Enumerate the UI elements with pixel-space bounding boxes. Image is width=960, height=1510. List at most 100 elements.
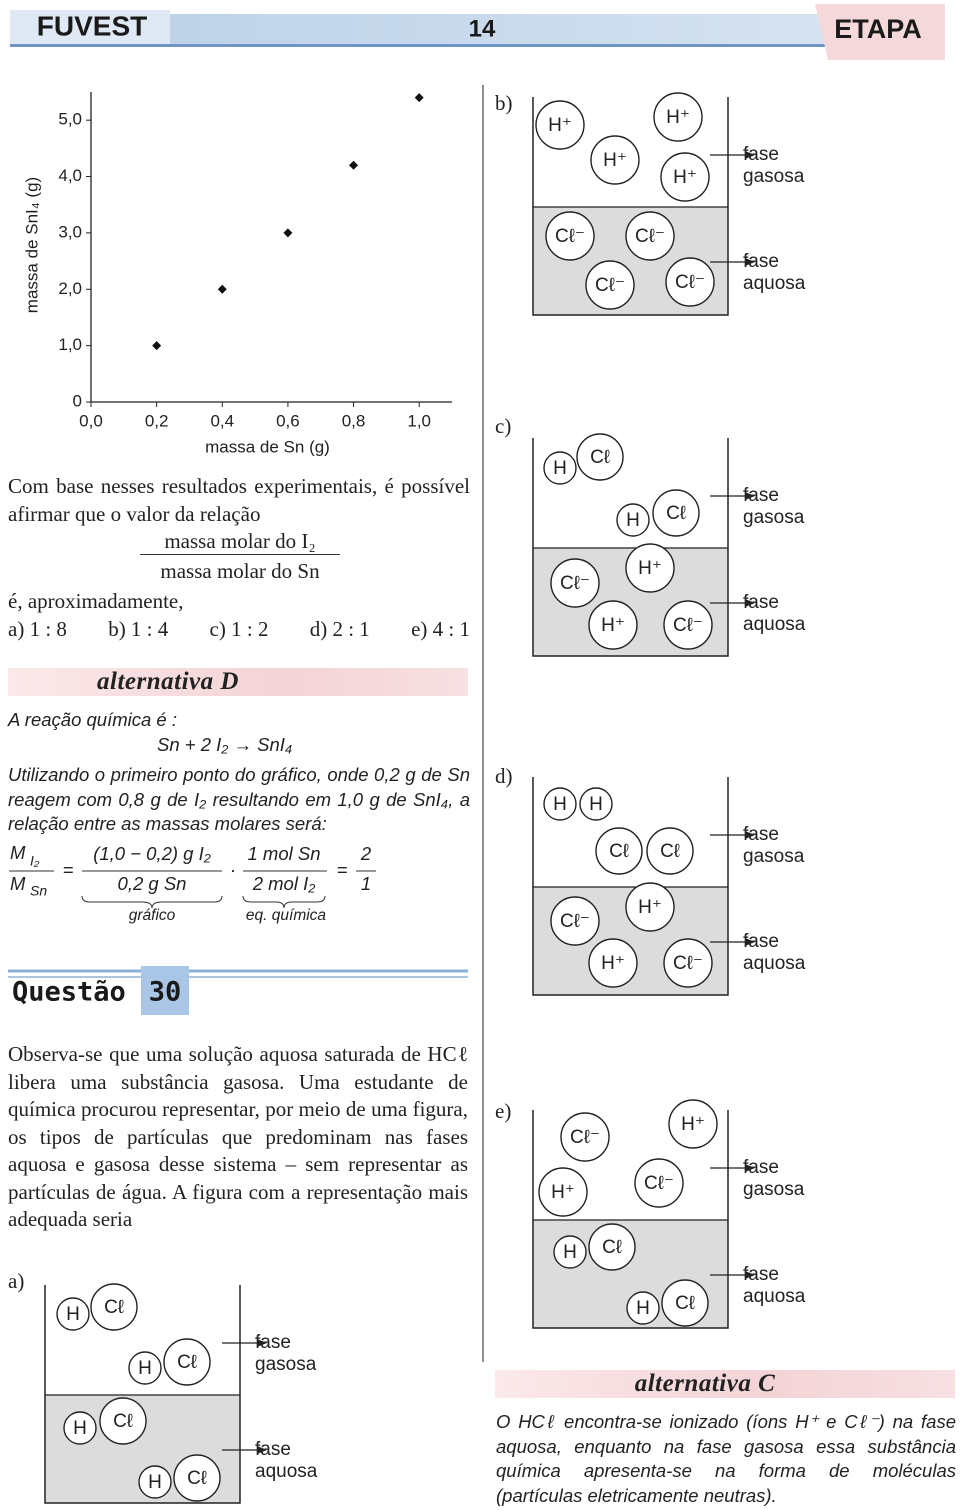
particle-label: H⁺ — [548, 115, 572, 136]
fraction-denominator: massa molar do Sn — [160, 559, 320, 583]
phase-label: fase gasosa — [743, 824, 805, 867]
dot: · — [230, 859, 236, 880]
header-right-tab — [815, 4, 945, 60]
beaker — [532, 1110, 729, 1329]
particle-label: Cℓ — [104, 1297, 124, 1318]
fraction-numerator: 1 mol Sn — [247, 843, 320, 864]
option: a) 1 : 8 — [8, 617, 67, 641]
particle — [128, 1351, 162, 1385]
particle — [616, 503, 650, 537]
beaker — [532, 97, 729, 316]
fraction-denominator: 2 mol I₂ — [252, 873, 316, 894]
header-left-box — [10, 10, 170, 44]
arrowhead — [745, 151, 755, 159]
particle-label: Cℓ — [113, 1411, 133, 1432]
y-tick-label: 3,0 — [58, 222, 82, 241]
option: d) 2 : 1 — [309, 617, 370, 641]
particle-label: H — [589, 794, 603, 815]
particle — [625, 211, 675, 261]
particle-label: Cℓ⁻ — [560, 573, 590, 594]
particle — [163, 1338, 211, 1386]
particle — [173, 1454, 221, 1502]
arrowhead — [745, 492, 755, 500]
particle-label: Cℓ⁻ — [673, 615, 703, 636]
option: c) 1 : 2 — [209, 617, 269, 641]
option-label: d) — [495, 764, 513, 788]
phase-label: fase gasosa — [743, 144, 805, 187]
diagrams: a) fase gasosa fase aquosa H Cℓ H Cℓ H Cℓ H Cℓ b) fase… — [8, 91, 806, 1504]
data-point — [414, 93, 424, 103]
data-point — [283, 228, 293, 238]
particle — [588, 1223, 636, 1271]
phase-label: fase aquosa — [743, 931, 806, 974]
particle-label: H — [563, 1242, 577, 1263]
particle-label: Cℓ⁻ — [673, 953, 703, 974]
brace-label: eq. química — [246, 907, 327, 924]
particle-label: H⁺ — [638, 558, 662, 579]
particle — [535, 100, 585, 150]
particle-label: H⁺ — [638, 897, 662, 918]
page-number: 14 — [469, 15, 496, 42]
arrowhead — [745, 831, 755, 839]
particle — [56, 1297, 90, 1331]
arrowhead — [745, 1164, 755, 1172]
y-tick-label: 5,0 — [58, 110, 82, 129]
arrowhead — [745, 258, 755, 266]
particle — [543, 451, 577, 485]
brace — [242, 895, 326, 909]
particle-label: Cℓ⁻ — [635, 226, 665, 247]
particle — [560, 1112, 610, 1162]
particle-label: H⁺ — [551, 1182, 575, 1203]
particle-label: H — [626, 510, 640, 531]
particle-label: H — [73, 1418, 87, 1439]
formula-sub: I₂ — [30, 853, 40, 869]
data-point — [152, 341, 162, 351]
particle-label: H⁺ — [673, 167, 697, 188]
beaker — [532, 777, 729, 996]
formula-sub: Sn — [30, 883, 47, 899]
answer-bar: alternativa C — [495, 1370, 955, 1398]
particle — [90, 1283, 138, 1331]
question-number: 30 — [149, 977, 182, 1008]
option-label: e) — [495, 1099, 511, 1123]
x-tick-label: 0,8 — [342, 411, 366, 430]
particle-label: Cℓ — [602, 1237, 622, 1258]
x-tick-label: 0,4 — [210, 411, 234, 430]
brace-label: gráfico — [129, 907, 176, 924]
chart: 0 1,0 2,0 3,0 4,0 5,0 0,0 0,2 0,4 0,6 0,8 1,0 massa … — [22, 92, 452, 456]
y-tick-label: 0 — [73, 391, 82, 410]
particle — [663, 600, 713, 650]
particle — [653, 92, 703, 142]
phase-label: fase gasosa — [743, 1157, 805, 1200]
option: e) 4 : 1 — [411, 617, 470, 641]
particle-label: H — [66, 1304, 80, 1325]
y-axis-label: massa de SnI₄ (g) — [22, 177, 41, 313]
particle — [553, 1235, 587, 1269]
data-point — [349, 160, 359, 170]
particle-label: Cℓ⁻ — [644, 1173, 674, 1194]
particle-label: H — [636, 1298, 650, 1319]
particle — [543, 787, 577, 821]
answer-intro: A reação química é : — [8, 709, 177, 730]
question-intro: Com base nesses resultados experimentais… — [8, 474, 470, 526]
particle-label: Cℓ — [660, 841, 680, 862]
particle — [665, 257, 715, 307]
particle-label: H⁺ — [681, 1114, 705, 1135]
question-number-box — [141, 966, 189, 1015]
particle — [63, 1411, 97, 1445]
arrowhead — [745, 1271, 755, 1279]
y-tick-label: 4,0 — [58, 166, 82, 185]
particle — [646, 827, 694, 875]
answer-explanation: Utilizando o primeiro ponto do gráfico, … — [8, 764, 470, 834]
answer-heading: alternativa C — [634, 1370, 776, 1397]
result-numerator: 2 — [360, 843, 372, 864]
arrowhead — [745, 599, 755, 607]
particle-label: Cℓ — [187, 1468, 207, 1489]
phase-label: fase gasosa — [743, 485, 805, 528]
particle-label: H — [138, 1358, 152, 1379]
header-right: ETAPA — [834, 14, 922, 44]
particle — [625, 882, 675, 932]
particle-label: Cℓ⁻ — [675, 272, 705, 293]
y-tick-label: 1,0 — [58, 335, 82, 354]
arrowhead — [257, 1339, 267, 1347]
